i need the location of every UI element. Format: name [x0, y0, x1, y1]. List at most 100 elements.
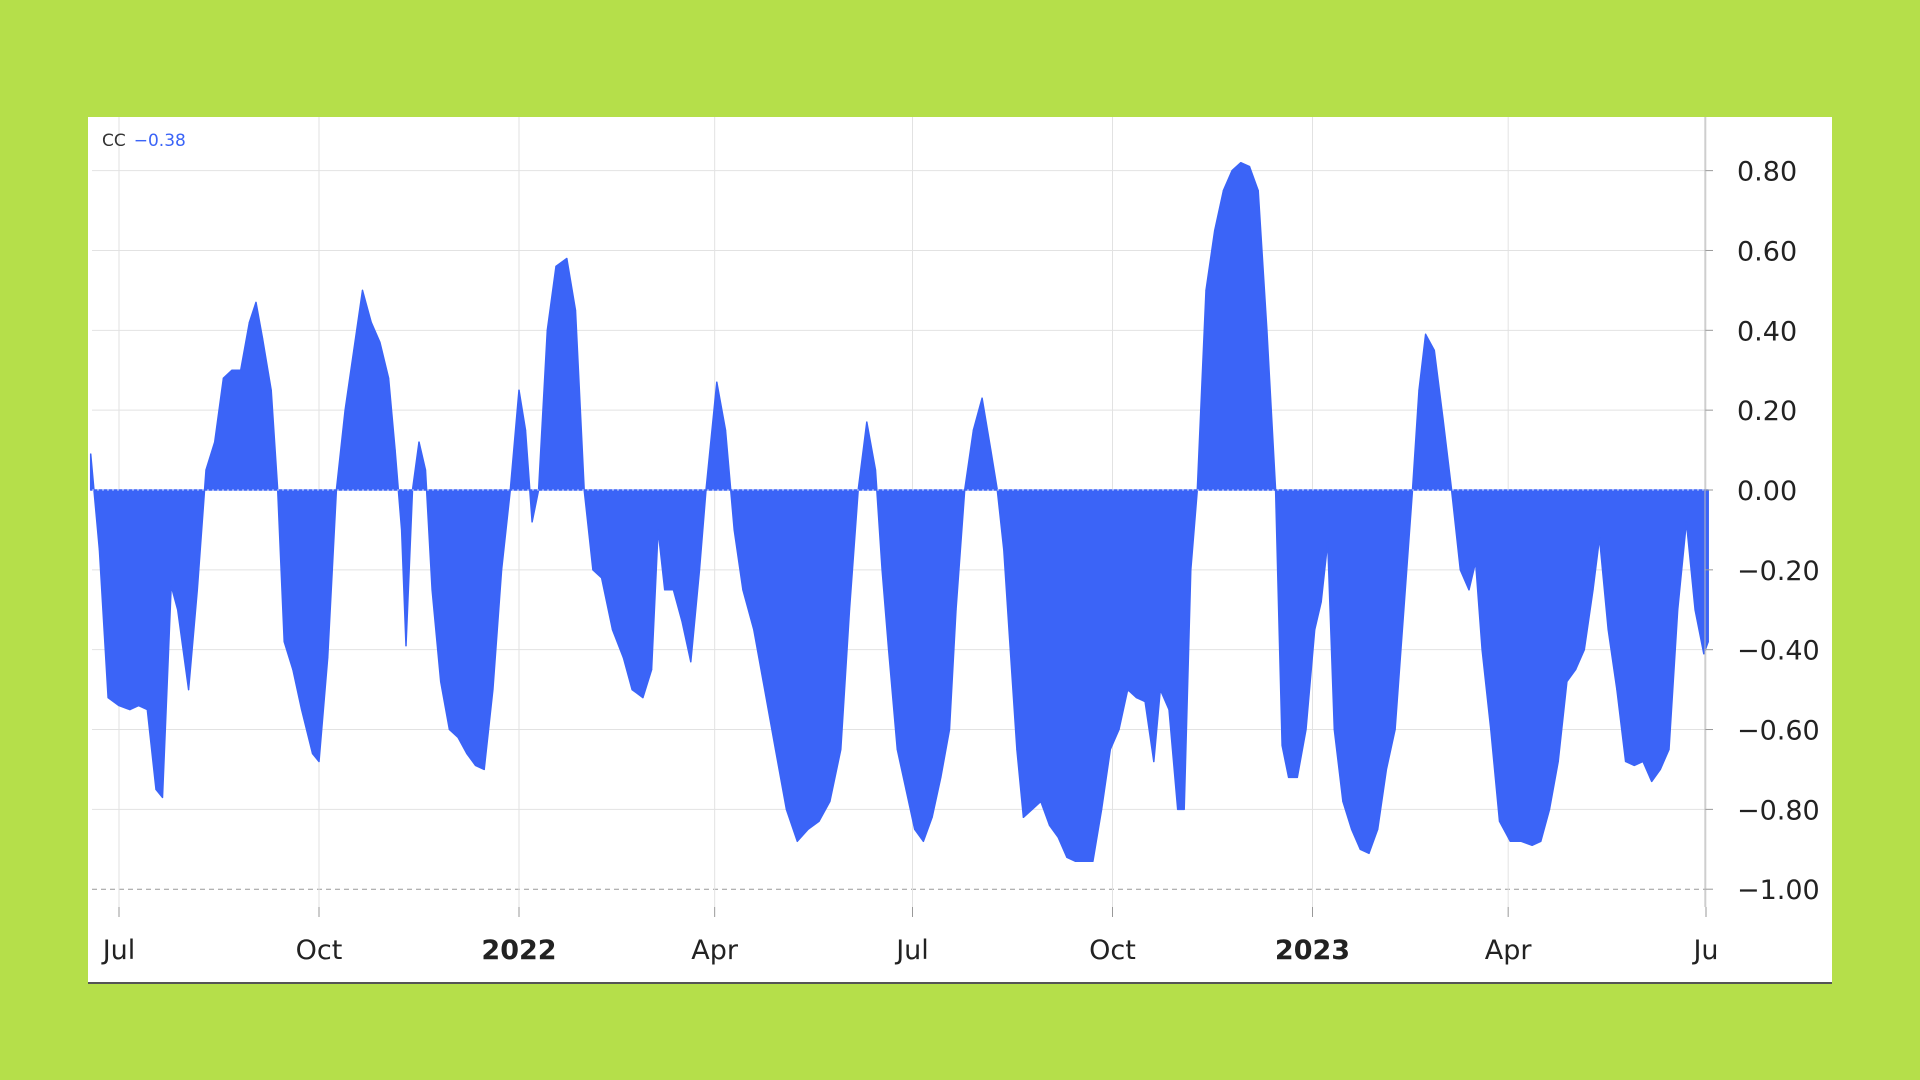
data-point [1022, 816, 1024, 818]
data-point [177, 609, 179, 611]
x-tick-label: Jul [101, 935, 136, 966]
data-point [1214, 229, 1216, 232]
data-point [848, 609, 851, 611]
data-point [1222, 190, 1224, 192]
data-point [733, 529, 735, 531]
data-point [1359, 848, 1361, 850]
data-point [107, 697, 109, 699]
x-axis: Jul Oct 2022 Apr Jul Oct 2023 Apr Ju [88, 907, 1832, 984]
data-point [672, 589, 675, 591]
data-point [981, 397, 983, 399]
data-point [240, 369, 242, 371]
data-point [1281, 744, 1283, 747]
data-point [344, 409, 346, 411]
data-point [592, 569, 594, 571]
data-point [1633, 764, 1635, 767]
data-point [418, 441, 420, 443]
data-point [896, 748, 898, 751]
data-point [98, 549, 100, 551]
data-point [881, 569, 883, 571]
data-point [483, 768, 485, 771]
x-tick-label: Apr [691, 935, 739, 966]
y-tick-label: 0.40 [1737, 316, 1797, 347]
data-point [716, 381, 718, 383]
data-point [642, 697, 644, 699]
data-point [1703, 653, 1705, 655]
y-tick-label: −0.60 [1737, 716, 1820, 747]
data-point [1498, 820, 1501, 822]
data-point [424, 469, 427, 471]
data-point [785, 808, 788, 811]
y-tick-label: −0.40 [1737, 636, 1820, 667]
data-point [129, 709, 131, 711]
data-point [1190, 569, 1192, 571]
data-point [1659, 768, 1661, 771]
data-point [1109, 748, 1111, 751]
data-point [248, 321, 250, 323]
data-point [231, 369, 233, 371]
data-point [492, 689, 494, 691]
data-point [1083, 860, 1085, 862]
data-point [664, 589, 666, 591]
data-point [1490, 728, 1492, 731]
data-point [1418, 389, 1420, 391]
data-point [1475, 561, 1477, 563]
x-tick-label: 2022 [481, 935, 556, 966]
data-point [501, 569, 503, 571]
data-point [401, 529, 403, 531]
y-tick-label: −0.20 [1737, 556, 1820, 587]
data-point [566, 257, 568, 260]
data-point [261, 337, 264, 339]
data-point [1135, 697, 1137, 699]
data-point [292, 669, 294, 671]
data-point [440, 681, 442, 683]
data-point [546, 329, 548, 331]
data-point [1481, 649, 1483, 651]
data-point [1540, 840, 1542, 842]
data-point [1368, 852, 1370, 854]
data-point [657, 529, 659, 531]
data-point [405, 645, 407, 647]
data-point [1159, 689, 1161, 691]
data-point [866, 421, 868, 423]
data-point [1433, 349, 1435, 351]
data-point [1101, 808, 1103, 811]
data-point [1642, 760, 1644, 763]
data-point [524, 429, 527, 431]
data-point [196, 589, 198, 591]
data-point [379, 341, 381, 343]
chart-card: 0.80 0.60 0.40 0.20 0.00 −0.20 −0.40 −0.60 −0.80… [88, 117, 1832, 984]
legend-series-value: −0.38 [133, 131, 186, 151]
y-tick-label: 0.60 [1737, 236, 1797, 267]
data-point [1616, 689, 1618, 691]
chart-svg: 0.80 0.60 0.40 0.20 0.00 −0.20 −0.40 −0.60 −0.80… [88, 117, 1832, 984]
data-point [1694, 609, 1696, 611]
data-point [1557, 760, 1559, 763]
data-point [1625, 760, 1627, 763]
data-point [1266, 329, 1268, 331]
data-point [188, 689, 190, 691]
data-point [1566, 681, 1568, 683]
data-point [1288, 776, 1290, 779]
data-point [681, 621, 683, 623]
data-point [1296, 776, 1298, 779]
area-series [89, 161, 1709, 863]
data-point [255, 301, 257, 303]
data-point [155, 788, 157, 791]
data-point [1168, 709, 1170, 711]
data-point [138, 705, 140, 707]
data-point [205, 469, 207, 471]
data-point [1685, 521, 1687, 523]
data-point [318, 760, 320, 763]
data-point [1305, 728, 1307, 731]
data-point [1651, 780, 1653, 783]
data-point [1144, 701, 1146, 703]
data-point [724, 429, 727, 431]
data-point [1677, 609, 1679, 611]
data-point [1074, 860, 1077, 862]
data-point [1048, 824, 1051, 826]
data-point [1403, 609, 1405, 611]
data-point [270, 389, 272, 391]
data-point [698, 569, 701, 571]
data-point [1066, 856, 1068, 858]
